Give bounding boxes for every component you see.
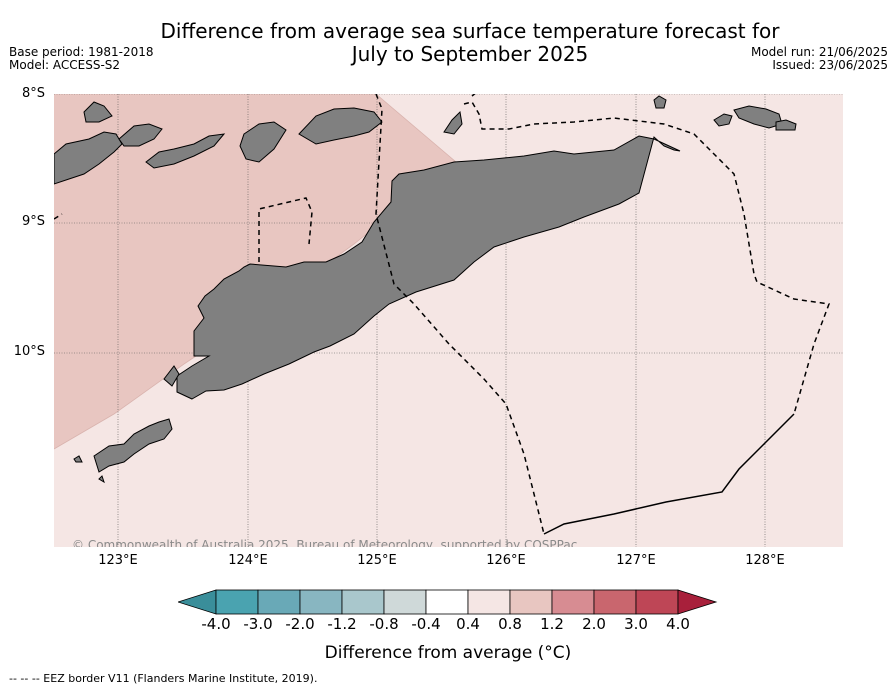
colorbar-tick: 1.2 xyxy=(540,615,564,633)
colorbar-tick: -3.0 xyxy=(243,615,273,633)
rote-island xyxy=(93,418,173,473)
colorbar-cell xyxy=(635,589,679,615)
land xyxy=(54,95,797,484)
title-line-1: Difference from average sea surface temp… xyxy=(160,19,780,43)
romang-island xyxy=(443,110,463,135)
alor-east xyxy=(118,123,163,147)
leti-island xyxy=(653,95,667,109)
eez-border xyxy=(54,94,831,535)
gridlines xyxy=(54,94,843,547)
colorbar-cell xyxy=(383,589,427,615)
colorbar-cell xyxy=(215,589,259,615)
lat-label-9s: 9°S xyxy=(21,214,45,229)
colorbar-cell xyxy=(467,589,511,615)
lon-label-125e: 125°E xyxy=(357,553,397,568)
eez-footnote: -- -- -- EEZ border V11 (Flanders Marine… xyxy=(9,672,318,685)
lakor-island xyxy=(713,113,733,127)
colorbar-tick: 3.0 xyxy=(624,615,648,633)
colorbar-tick: -2.0 xyxy=(285,615,315,633)
alor-pantar-islands xyxy=(54,131,123,185)
colorbar-cell xyxy=(257,589,301,615)
sst-map: © Commonwealth of Australia 2025, Bureau… xyxy=(54,94,843,547)
atauro-island xyxy=(239,121,287,163)
copyright-notice: © Commonwealth of Australia 2025, Bureau… xyxy=(72,538,577,547)
small-island-north xyxy=(83,101,113,123)
semau-island xyxy=(163,365,180,387)
colorbar-cell xyxy=(551,589,595,615)
colorbar-cell xyxy=(509,589,553,615)
base-period: Base period: 1981-2018 xyxy=(9,45,154,59)
colorbar-tick: -0.4 xyxy=(411,615,441,633)
map-title: Difference from average sea surface temp… xyxy=(120,20,820,66)
model-name: Model: ACCESS-S2 xyxy=(9,58,121,72)
lat-label-10s: 10°S xyxy=(13,344,45,359)
lon-label-124e: 124°E xyxy=(228,553,268,568)
colorbar-tick: -1.2 xyxy=(327,615,357,633)
sermata-island xyxy=(775,119,797,131)
ndao-island xyxy=(73,455,83,463)
colorbar-tick: 0.8 xyxy=(498,615,522,633)
colorbar-cell xyxy=(341,589,385,615)
timor-island xyxy=(176,135,681,400)
colorbar-label: Difference from average (°C) xyxy=(324,643,572,663)
model-run: Model run: 21/06/2025 xyxy=(750,45,888,59)
eez-border-south xyxy=(543,413,795,535)
colorbar-tick: 2.0 xyxy=(582,615,606,633)
lon-label-123e: 123°E xyxy=(98,553,138,568)
issued-date: Issued: 23/06/2025 xyxy=(772,58,888,72)
colorbar-cell xyxy=(593,589,637,615)
lon-label-128e: 128°E xyxy=(745,553,785,568)
title-line-2: July to September 2025 xyxy=(351,42,589,66)
colorbar-cell xyxy=(299,589,343,615)
colorbar-tick: 0.4 xyxy=(456,615,480,633)
lat-label-8s: 8°S xyxy=(21,86,45,101)
colorbar-tick: -4.0 xyxy=(201,615,231,633)
meta-right: Model run: 21/06/2025 Issued: 23/06/2025 xyxy=(751,46,888,72)
colorbar-tick: 4.0 xyxy=(666,615,690,633)
colorbar xyxy=(178,589,718,615)
lon-label-127e: 127°E xyxy=(616,553,656,568)
colorbar-tick: -0.8 xyxy=(369,615,399,633)
colorbar-extend-low xyxy=(178,589,217,615)
wetar-west xyxy=(145,133,226,169)
lon-label-126e: 126°E xyxy=(486,553,526,568)
dao-island xyxy=(98,475,105,484)
meta-left: Base period: 1981-2018 Model: ACCESS-S2 xyxy=(9,46,154,72)
colorbar-extend-high xyxy=(677,589,718,615)
colorbar-cell xyxy=(425,589,469,615)
